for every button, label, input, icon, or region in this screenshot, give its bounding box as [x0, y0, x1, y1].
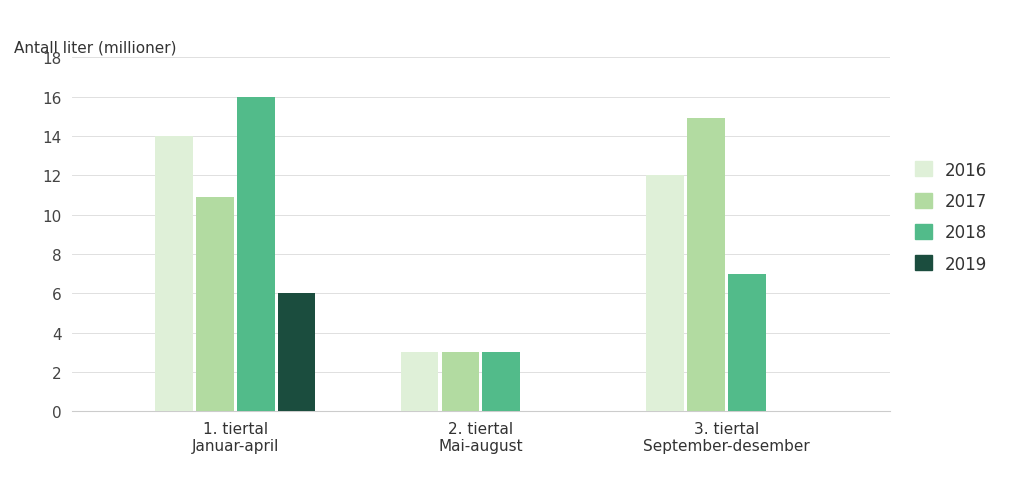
Bar — [155, 136, 192, 411]
Text: Antall liter (millioner): Antall liter (millioner) — [14, 41, 177, 55]
Bar — [278, 294, 315, 411]
Bar — [442, 352, 479, 411]
Bar — [647, 176, 683, 411]
Bar — [196, 197, 233, 411]
Bar — [237, 97, 274, 411]
Bar — [483, 352, 520, 411]
Bar — [687, 119, 724, 411]
Bar — [401, 352, 438, 411]
Legend: 2016, 2017, 2018, 2019: 2016, 2017, 2018, 2019 — [906, 153, 995, 281]
Bar — [728, 274, 765, 411]
